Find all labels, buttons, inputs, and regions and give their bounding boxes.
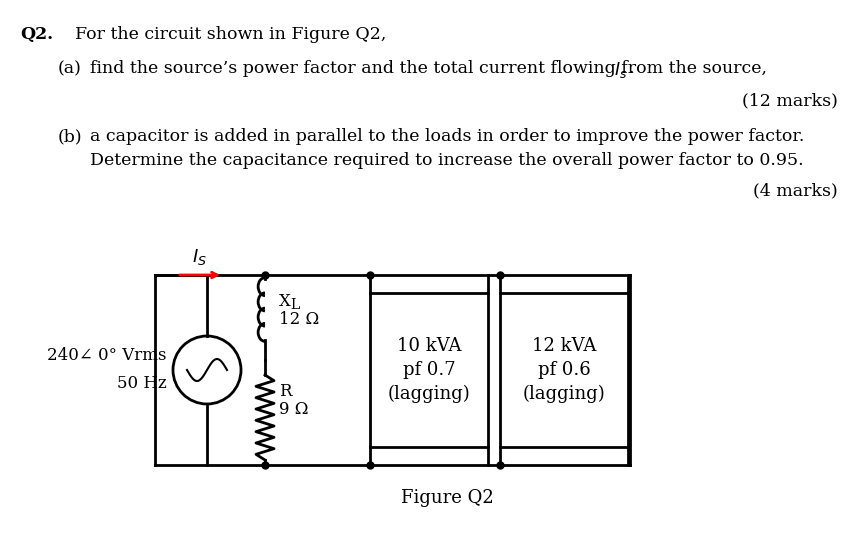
- Text: (4 marks): (4 marks): [752, 182, 837, 199]
- Text: Q2.: Q2.: [20, 26, 53, 43]
- Text: For the circuit shown in Figure Q2,: For the circuit shown in Figure Q2,: [75, 26, 386, 43]
- Text: a capacitor is added in parallel to the loads in order to improve the power fact: a capacitor is added in parallel to the …: [90, 128, 804, 145]
- Text: 50 Hz: 50 Hz: [117, 375, 167, 392]
- Text: L: L: [290, 298, 299, 312]
- Text: (12 marks): (12 marks): [741, 92, 837, 109]
- Text: 10 kVA: 10 kVA: [397, 337, 461, 355]
- Text: 240∠ 0° Vrms: 240∠ 0° Vrms: [48, 347, 167, 364]
- Text: (lagging): (lagging): [387, 385, 470, 403]
- Text: $I_S$: $I_S$: [192, 247, 206, 267]
- Text: R: R: [279, 383, 291, 400]
- Text: 9 Ω: 9 Ω: [279, 401, 308, 418]
- Bar: [499, 293, 627, 447]
- Text: 12 Ω: 12 Ω: [279, 311, 319, 328]
- Text: Figure Q2: Figure Q2: [401, 489, 493, 507]
- Bar: [369, 293, 487, 447]
- Text: 12 kVA: 12 kVA: [531, 337, 595, 355]
- Text: .: .: [627, 60, 633, 77]
- Text: (lagging): (lagging): [522, 385, 605, 403]
- Text: (b): (b): [58, 128, 83, 145]
- Text: find the source’s power factor and the total current flowing from the source,: find the source’s power factor and the t…: [90, 60, 772, 77]
- Text: pf 0.6: pf 0.6: [537, 361, 589, 379]
- Text: Determine the capacitance required to increase the overall power factor to 0.95.: Determine the capacitance required to in…: [90, 152, 803, 169]
- Text: pf 0.7: pf 0.7: [403, 361, 455, 379]
- Text: X: X: [279, 293, 291, 310]
- Text: (a): (a): [58, 60, 82, 77]
- Text: $I_s$: $I_s$: [613, 60, 626, 80]
